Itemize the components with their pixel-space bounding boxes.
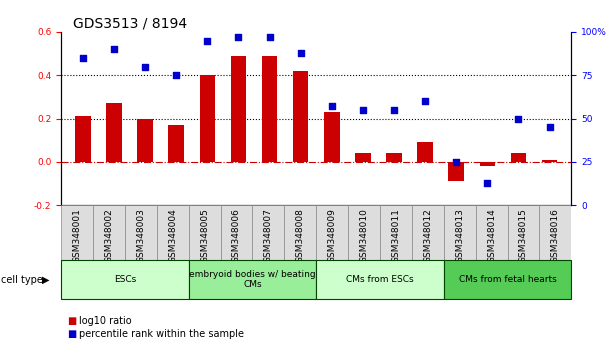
Bar [355, 153, 371, 162]
Bar [75, 116, 90, 162]
Point [327, 104, 337, 109]
Bar [221, 205, 252, 260]
Bar [284, 205, 316, 260]
Point [420, 98, 430, 104]
Bar [511, 153, 526, 162]
Text: ▶: ▶ [42, 275, 49, 285]
Bar [262, 56, 277, 162]
Bar [106, 103, 122, 162]
Text: GSM348003: GSM348003 [136, 208, 145, 263]
Text: GSM348010: GSM348010 [359, 208, 368, 263]
Bar [293, 71, 309, 162]
Bar [316, 260, 444, 299]
Point [483, 180, 492, 185]
Text: GSM348015: GSM348015 [519, 208, 528, 263]
Text: GSM348001: GSM348001 [73, 208, 81, 263]
Text: GSM348014: GSM348014 [487, 208, 496, 263]
Bar [448, 162, 464, 182]
Text: GSM348006: GSM348006 [232, 208, 241, 263]
Text: GSM348013: GSM348013 [455, 208, 464, 263]
Text: ■: ■ [67, 329, 76, 339]
Bar [93, 205, 125, 260]
Point [452, 159, 461, 165]
Bar [542, 160, 557, 162]
Point [265, 34, 274, 40]
Text: GSM348008: GSM348008 [296, 208, 305, 263]
Text: embryoid bodies w/ beating
CMs: embryoid bodies w/ beating CMs [189, 270, 316, 289]
Point [389, 107, 399, 113]
Text: GSM348016: GSM348016 [551, 208, 560, 263]
Bar [417, 142, 433, 162]
Bar [324, 112, 340, 162]
Bar [137, 119, 153, 162]
Bar [475, 205, 508, 260]
Point [78, 55, 88, 61]
Bar [480, 162, 495, 166]
Bar [61, 205, 93, 260]
Bar [200, 75, 215, 162]
Point [109, 46, 119, 52]
Bar [125, 205, 157, 260]
Point [233, 34, 243, 40]
Point [513, 116, 523, 121]
Text: GDS3513 / 8194: GDS3513 / 8194 [73, 16, 188, 30]
Point [296, 50, 306, 56]
Bar [157, 205, 189, 260]
Bar [348, 205, 380, 260]
Bar [316, 205, 348, 260]
Point [140, 64, 150, 69]
Text: GSM348007: GSM348007 [264, 208, 273, 263]
Bar [189, 260, 316, 299]
Bar [61, 260, 189, 299]
Bar [412, 205, 444, 260]
Bar [444, 260, 571, 299]
Bar [444, 205, 475, 260]
Text: ■: ■ [67, 316, 76, 326]
Bar [386, 153, 402, 162]
Bar [252, 205, 284, 260]
Point [544, 124, 554, 130]
Text: GSM348005: GSM348005 [200, 208, 209, 263]
Text: GSM348011: GSM348011 [392, 208, 400, 263]
Text: GSM348009: GSM348009 [327, 208, 337, 263]
Text: GSM348004: GSM348004 [168, 208, 177, 263]
Text: GSM348012: GSM348012 [423, 208, 433, 263]
Point [202, 38, 212, 43]
Bar [508, 205, 540, 260]
Text: cell type: cell type [1, 275, 43, 285]
Text: log10 ratio: log10 ratio [79, 316, 132, 326]
Point [171, 72, 181, 78]
Text: GSM348002: GSM348002 [104, 208, 114, 263]
Text: percentile rank within the sample: percentile rank within the sample [79, 329, 244, 339]
Bar [230, 56, 246, 162]
Text: ESCs: ESCs [114, 275, 136, 284]
Bar [189, 205, 221, 260]
Text: CMs from ESCs: CMs from ESCs [346, 275, 414, 284]
Bar [380, 205, 412, 260]
Text: CMs from fetal hearts: CMs from fetal hearts [459, 275, 557, 284]
Point [358, 107, 368, 113]
Bar [540, 205, 571, 260]
Bar [169, 125, 184, 162]
